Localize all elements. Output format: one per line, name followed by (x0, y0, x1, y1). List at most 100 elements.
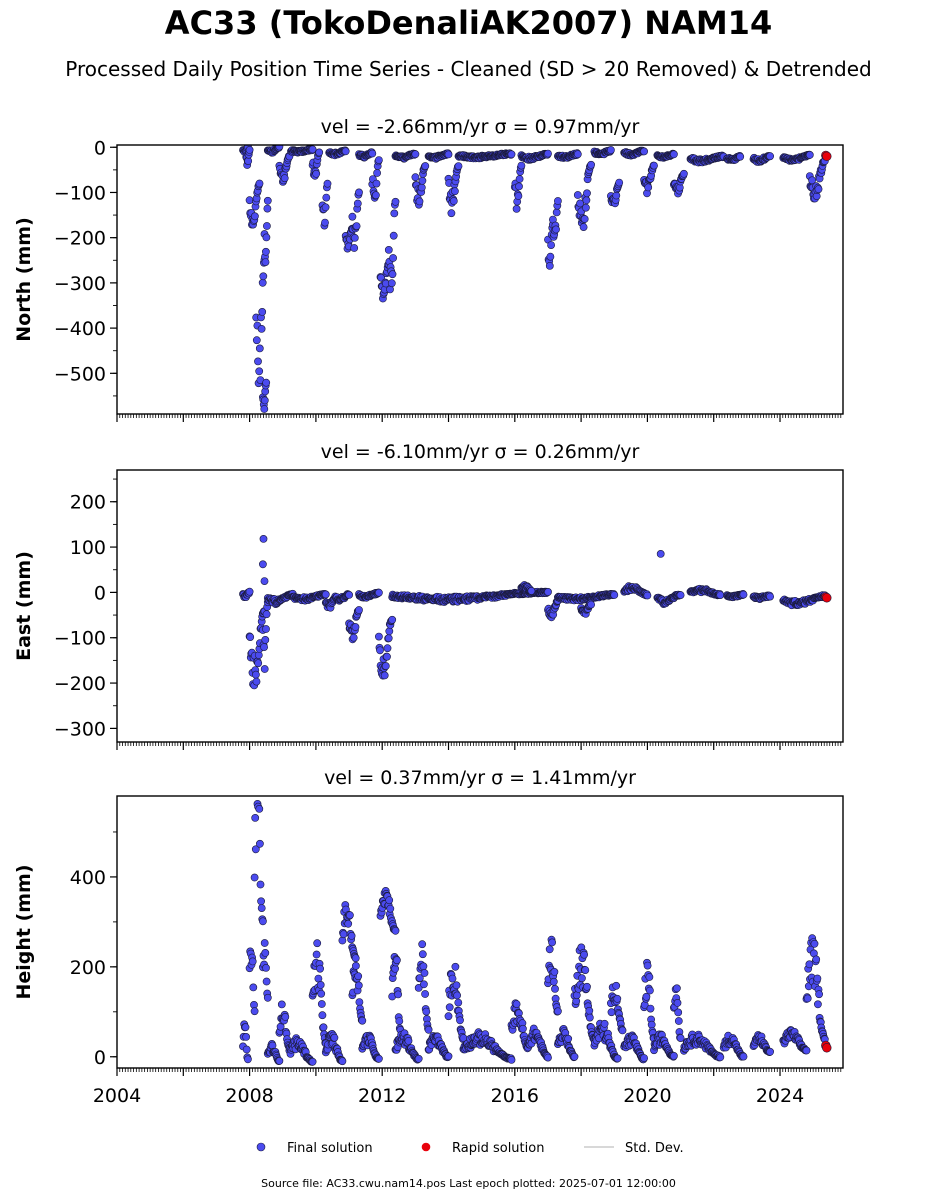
data-point (644, 183, 653, 192)
data-point (814, 185, 823, 194)
data-point (391, 197, 400, 206)
data-point (249, 983, 258, 992)
data-point (351, 954, 360, 963)
data-point (374, 632, 383, 641)
data-point (308, 1057, 317, 1066)
data-point (552, 225, 560, 234)
data-point (322, 193, 331, 202)
data-point (514, 192, 523, 200)
data-point (316, 964, 324, 973)
data-point (261, 636, 270, 644)
data-point (645, 973, 654, 981)
data-point (243, 1055, 252, 1064)
data-point (308, 145, 317, 154)
y-axis-label: East (mm) (13, 551, 35, 661)
data-point (419, 980, 428, 989)
data-point (580, 215, 589, 223)
data-point (576, 199, 584, 208)
data-point (262, 378, 271, 387)
data-point (404, 1037, 413, 1045)
data-point (716, 591, 725, 599)
data-point (420, 969, 429, 977)
plot-frame (116, 469, 844, 743)
data-point (384, 634, 393, 643)
data-point (323, 179, 332, 188)
data-point (547, 241, 555, 249)
data-point (454, 162, 463, 170)
data-point (260, 405, 269, 413)
data-point (394, 990, 402, 999)
data-point (338, 936, 347, 945)
data-point (345, 911, 354, 920)
data-point (261, 247, 270, 256)
data-point (580, 950, 588, 959)
data-point (351, 623, 360, 631)
data-point (544, 149, 552, 158)
y-tick-label: −100 (54, 628, 106, 650)
panel-title: vel = -2.66mm/yr σ = 0.97mm/yr (321, 116, 640, 138)
data-point (570, 1052, 579, 1061)
data-point (766, 1047, 774, 1056)
data-point (258, 560, 267, 569)
data-point (257, 904, 266, 912)
panel-title: vel = 0.37mm/yr σ = 1.41mm/yr (324, 767, 636, 789)
page-subtitle: Processed Daily Position Time Series - C… (65, 57, 872, 81)
legend-final-label: Final solution (287, 1141, 373, 1156)
data-point (545, 261, 554, 270)
y-tick-label: −200 (54, 673, 106, 695)
data-point (581, 966, 590, 974)
data-point (391, 926, 400, 935)
y-tick-label: 200 (70, 957, 106, 979)
data-point (444, 150, 453, 159)
data-point (544, 1053, 552, 1062)
data-point (255, 805, 264, 813)
data-point (252, 677, 261, 686)
data-point (388, 615, 397, 624)
data-point (354, 981, 363, 990)
data-point (445, 1003, 454, 1012)
data-point (319, 1023, 328, 1032)
x-tick-label: 2016 (491, 1085, 539, 1107)
data-point (349, 633, 358, 642)
data-point (277, 1000, 286, 1009)
data-point (350, 244, 359, 252)
legend-final-marker (256, 1142, 266, 1152)
data-point (242, 1033, 250, 1041)
data-point (607, 146, 615, 154)
data-point (447, 209, 456, 218)
data-point (250, 873, 259, 882)
data-point (352, 222, 361, 230)
data-point (583, 189, 591, 198)
data-point (640, 147, 648, 156)
data-point (315, 148, 324, 157)
data-point (615, 178, 624, 187)
data-point (338, 1057, 347, 1066)
data-point (411, 150, 420, 159)
data-point (670, 1052, 678, 1060)
data-point (527, 587, 536, 595)
data-point (253, 770, 260, 777)
data-point (245, 196, 254, 205)
data-point (380, 671, 389, 680)
data-point (263, 196, 272, 205)
data-point (255, 839, 264, 848)
data-point (411, 173, 420, 182)
data-point (419, 962, 428, 971)
data-point (444, 1012, 453, 1021)
data-point (421, 990, 429, 998)
data-point (263, 993, 272, 1002)
data-point (245, 587, 254, 596)
legend-rapid-marker (421, 1142, 431, 1152)
data-point (263, 204, 272, 213)
data-point (254, 357, 262, 366)
data-point (255, 779, 262, 786)
data-point (802, 1046, 811, 1055)
data-point (255, 179, 264, 188)
data-point (582, 196, 591, 205)
y-tick-label: −400 (54, 318, 106, 340)
data-point (260, 665, 269, 673)
data-point (448, 974, 457, 983)
data-point (259, 272, 268, 281)
data-point (251, 845, 260, 854)
data-point (451, 962, 460, 971)
